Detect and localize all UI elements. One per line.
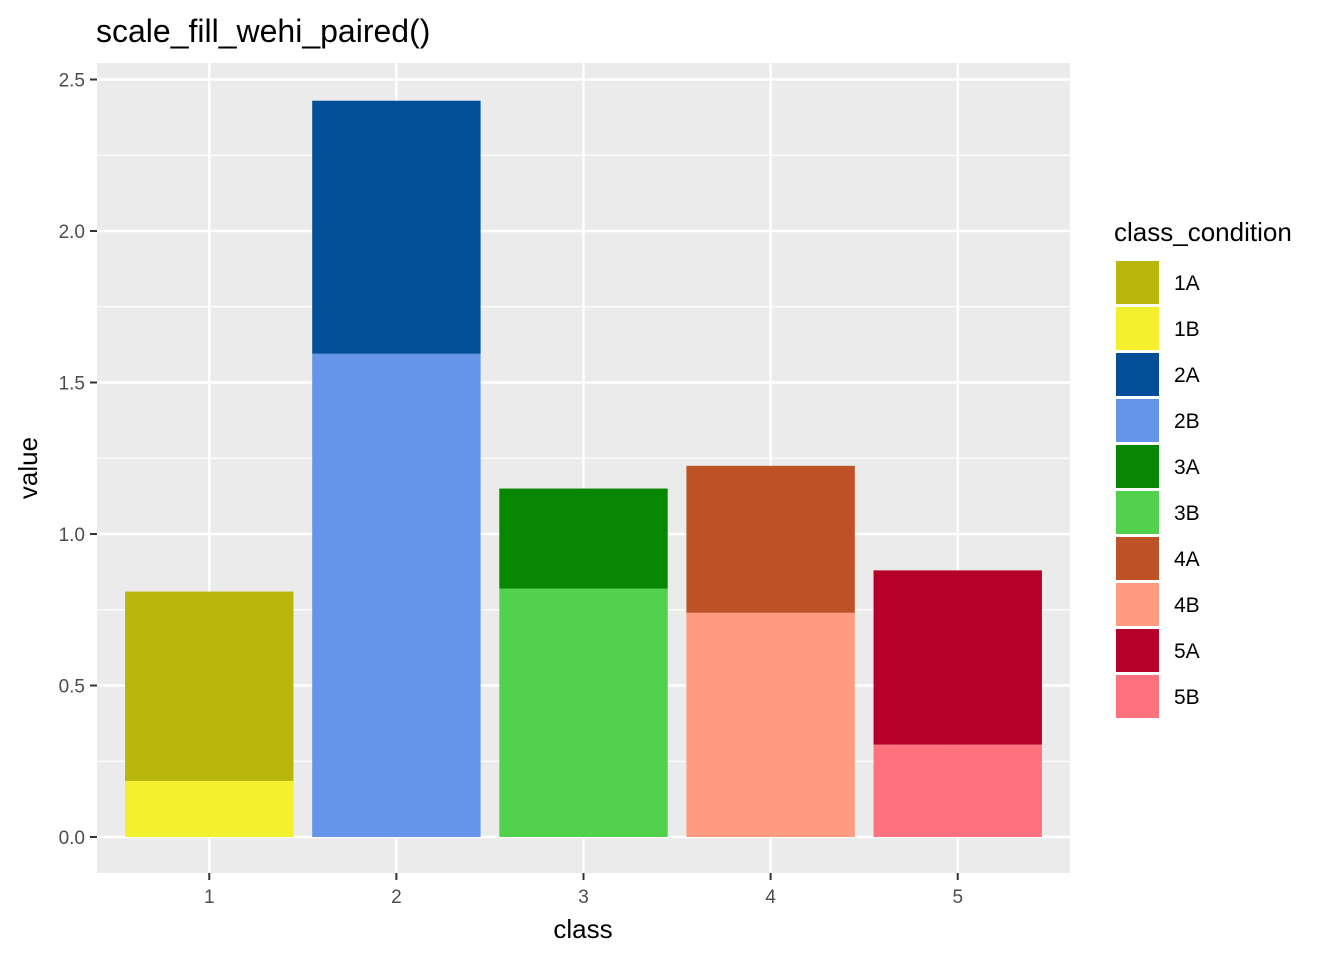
x-axis-title: class (553, 914, 612, 944)
x-tick-label: 3 (578, 887, 589, 908)
bar-segment-3b (499, 588, 668, 837)
legend-label-4b: 4B (1174, 594, 1200, 617)
legend-swatch-3b (1116, 491, 1159, 534)
bar-segment-4a (686, 465, 855, 613)
legend-swatch-4b (1116, 583, 1159, 626)
y-tick-label: 0.0 (59, 828, 85, 849)
y-tick-label: 1.5 (59, 374, 85, 395)
bars (125, 100, 1042, 837)
x-tick-label: 1 (204, 887, 215, 908)
legend-swatch-2a (1116, 353, 1159, 396)
legend-label-5b: 5B (1174, 686, 1200, 709)
legend-swatch-3a (1116, 445, 1159, 488)
legend-label-4a: 4A (1174, 548, 1200, 571)
y-axis-title: value (13, 437, 43, 499)
bar-segment-2b (312, 353, 481, 837)
legend-label-5a: 5A (1174, 640, 1200, 663)
y-tick-label: 2.5 (59, 71, 85, 92)
legend-swatch-1b (1116, 307, 1159, 350)
x-tick-label: 4 (765, 887, 776, 908)
legend-swatch-2b (1116, 399, 1159, 442)
legend-label-3b: 3B (1174, 502, 1200, 525)
x-tick-label: 5 (952, 887, 963, 908)
legend-label-2a: 2A (1174, 364, 1200, 387)
y-axis: 0.0 0.5 1.0 1.5 2.0 2.5 (59, 71, 97, 849)
legend-swatch-5b (1116, 675, 1159, 718)
chart-title: scale_fill_wehi_paired() (96, 13, 430, 49)
y-tick-label: 1.0 (59, 525, 85, 546)
y-tick-label: 2.0 (59, 222, 85, 243)
bar-segment-5a (873, 570, 1042, 745)
bar-segment-4b (686, 612, 855, 837)
legend-swatch-1a (1116, 261, 1159, 304)
legend-swatch-4a (1116, 537, 1159, 580)
legend-label-1a: 1A (1174, 272, 1200, 295)
legend-label-3a: 3A (1174, 456, 1200, 479)
legend-label-2b: 2B (1174, 410, 1200, 433)
y-tick-label: 0.5 (59, 677, 85, 698)
legend-title: class_condition (1114, 217, 1292, 247)
bar-segment-5b (873, 744, 1042, 837)
bar-segment-1b (125, 780, 294, 837)
x-axis: 1 2 3 4 5 (204, 873, 963, 908)
legend: class_condition 1A 1B 2A 2B 3A 3B 4A 4B 5A 5B (1114, 217, 1292, 720)
bar-segment-3a (499, 488, 668, 589)
legend-swatch-5a (1116, 629, 1159, 672)
bar-segment-1a (125, 591, 294, 781)
bar-segment-2a (312, 100, 481, 354)
x-tick-label: 2 (391, 887, 402, 908)
legend-label-1b: 1B (1174, 318, 1200, 341)
